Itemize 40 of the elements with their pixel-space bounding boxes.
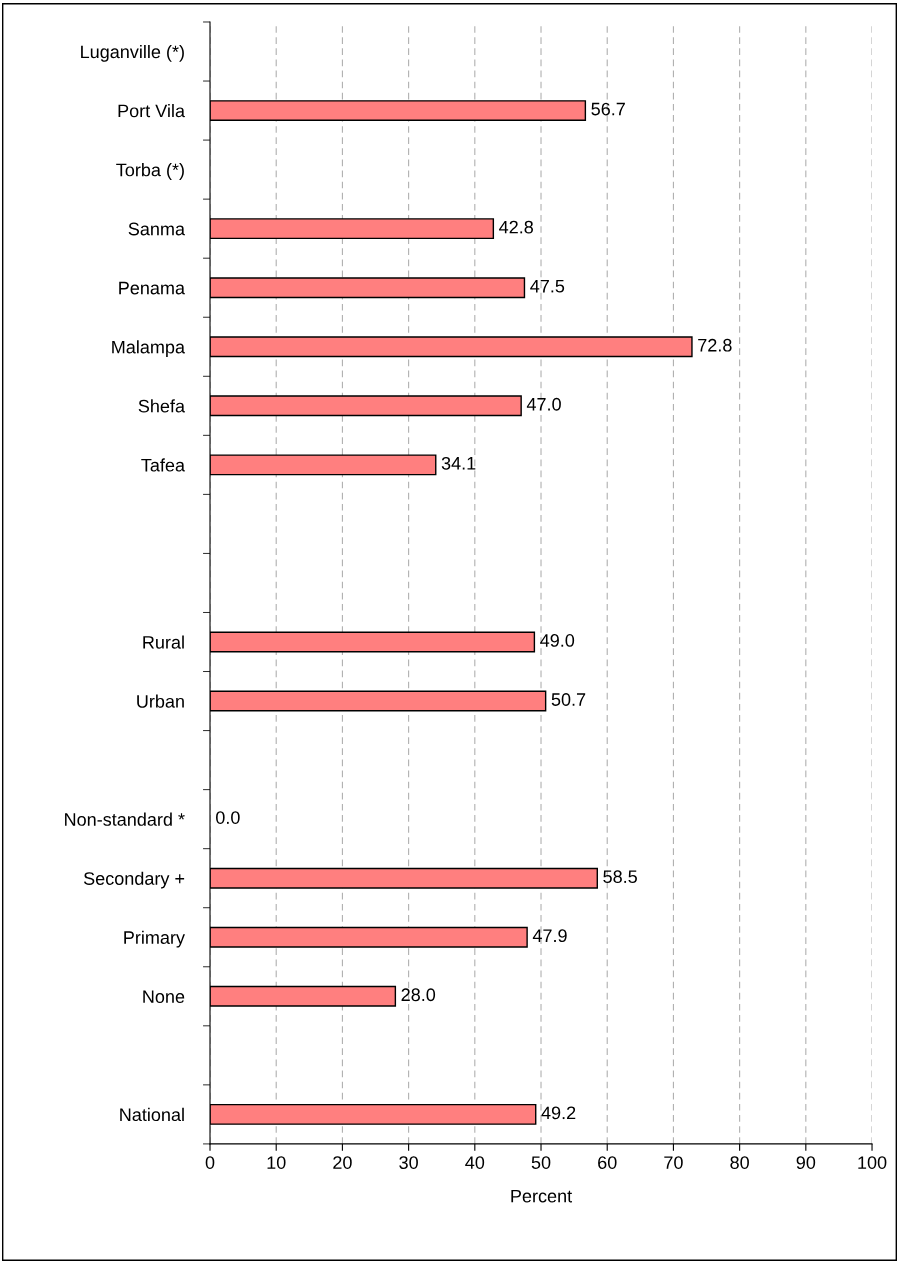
y-tick-label: National <box>120 1107 184 1122</box>
data-label: 49.2 <box>541 1106 576 1120</box>
y-tick-label: None <box>143 990 185 1004</box>
x-tick-label: 100 <box>858 1156 887 1169</box>
x-tick-label: 0 <box>205 1156 215 1169</box>
data-label: 47.9 <box>532 929 567 943</box>
y-tick-label: Urban <box>137 694 184 708</box>
data-label: 49.0 <box>540 634 575 647</box>
y-tick-label: Torba (*) <box>116 163 184 180</box>
x-tick-label: 90 <box>796 1156 816 1169</box>
x-axis-title: Percent <box>511 1189 572 1203</box>
data-label: 58.5 <box>603 870 637 884</box>
x-tick-label: 30 <box>399 1156 418 1169</box>
y-tick-label: Tafea <box>141 458 186 472</box>
y-tick-label: Sanma <box>128 222 186 236</box>
data-label: 47.5 <box>530 279 565 293</box>
data-label: 0.0 <box>216 811 240 824</box>
x-tick-label: 60 <box>598 1156 617 1169</box>
y-tick-label: Malampa <box>112 340 186 358</box>
x-tick-label: 50 <box>531 1156 551 1169</box>
y-tick-label: Port Vila <box>118 104 186 118</box>
data-label: 72.8 <box>698 338 732 352</box>
x-tick-label: 40 <box>465 1156 485 1169</box>
y-tick-label: Penama <box>119 281 186 295</box>
y-tick-label: Shefa <box>138 399 186 413</box>
data-label: 56.7 <box>591 102 625 116</box>
x-tick-label: 70 <box>664 1156 683 1169</box>
y-tick-label: Luganville (*) <box>81 44 184 62</box>
data-label: 47.0 <box>526 397 561 411</box>
x-tick-label: 10 <box>267 1156 286 1169</box>
y-tick-label: Primary <box>124 930 185 948</box>
y-tick-label: Rural <box>143 635 184 649</box>
x-tick-label: 20 <box>333 1156 352 1169</box>
x-tick-label: 80 <box>730 1156 749 1169</box>
data-label: 34.1 <box>441 456 476 470</box>
y-tick-label: Secondary + <box>83 871 185 889</box>
data-label: 28.0 <box>401 988 436 1002</box>
data-label: 50.7 <box>551 693 586 706</box>
y-tick-label: Non-standard * <box>65 812 185 826</box>
data-label: 42.8 <box>499 220 533 234</box>
